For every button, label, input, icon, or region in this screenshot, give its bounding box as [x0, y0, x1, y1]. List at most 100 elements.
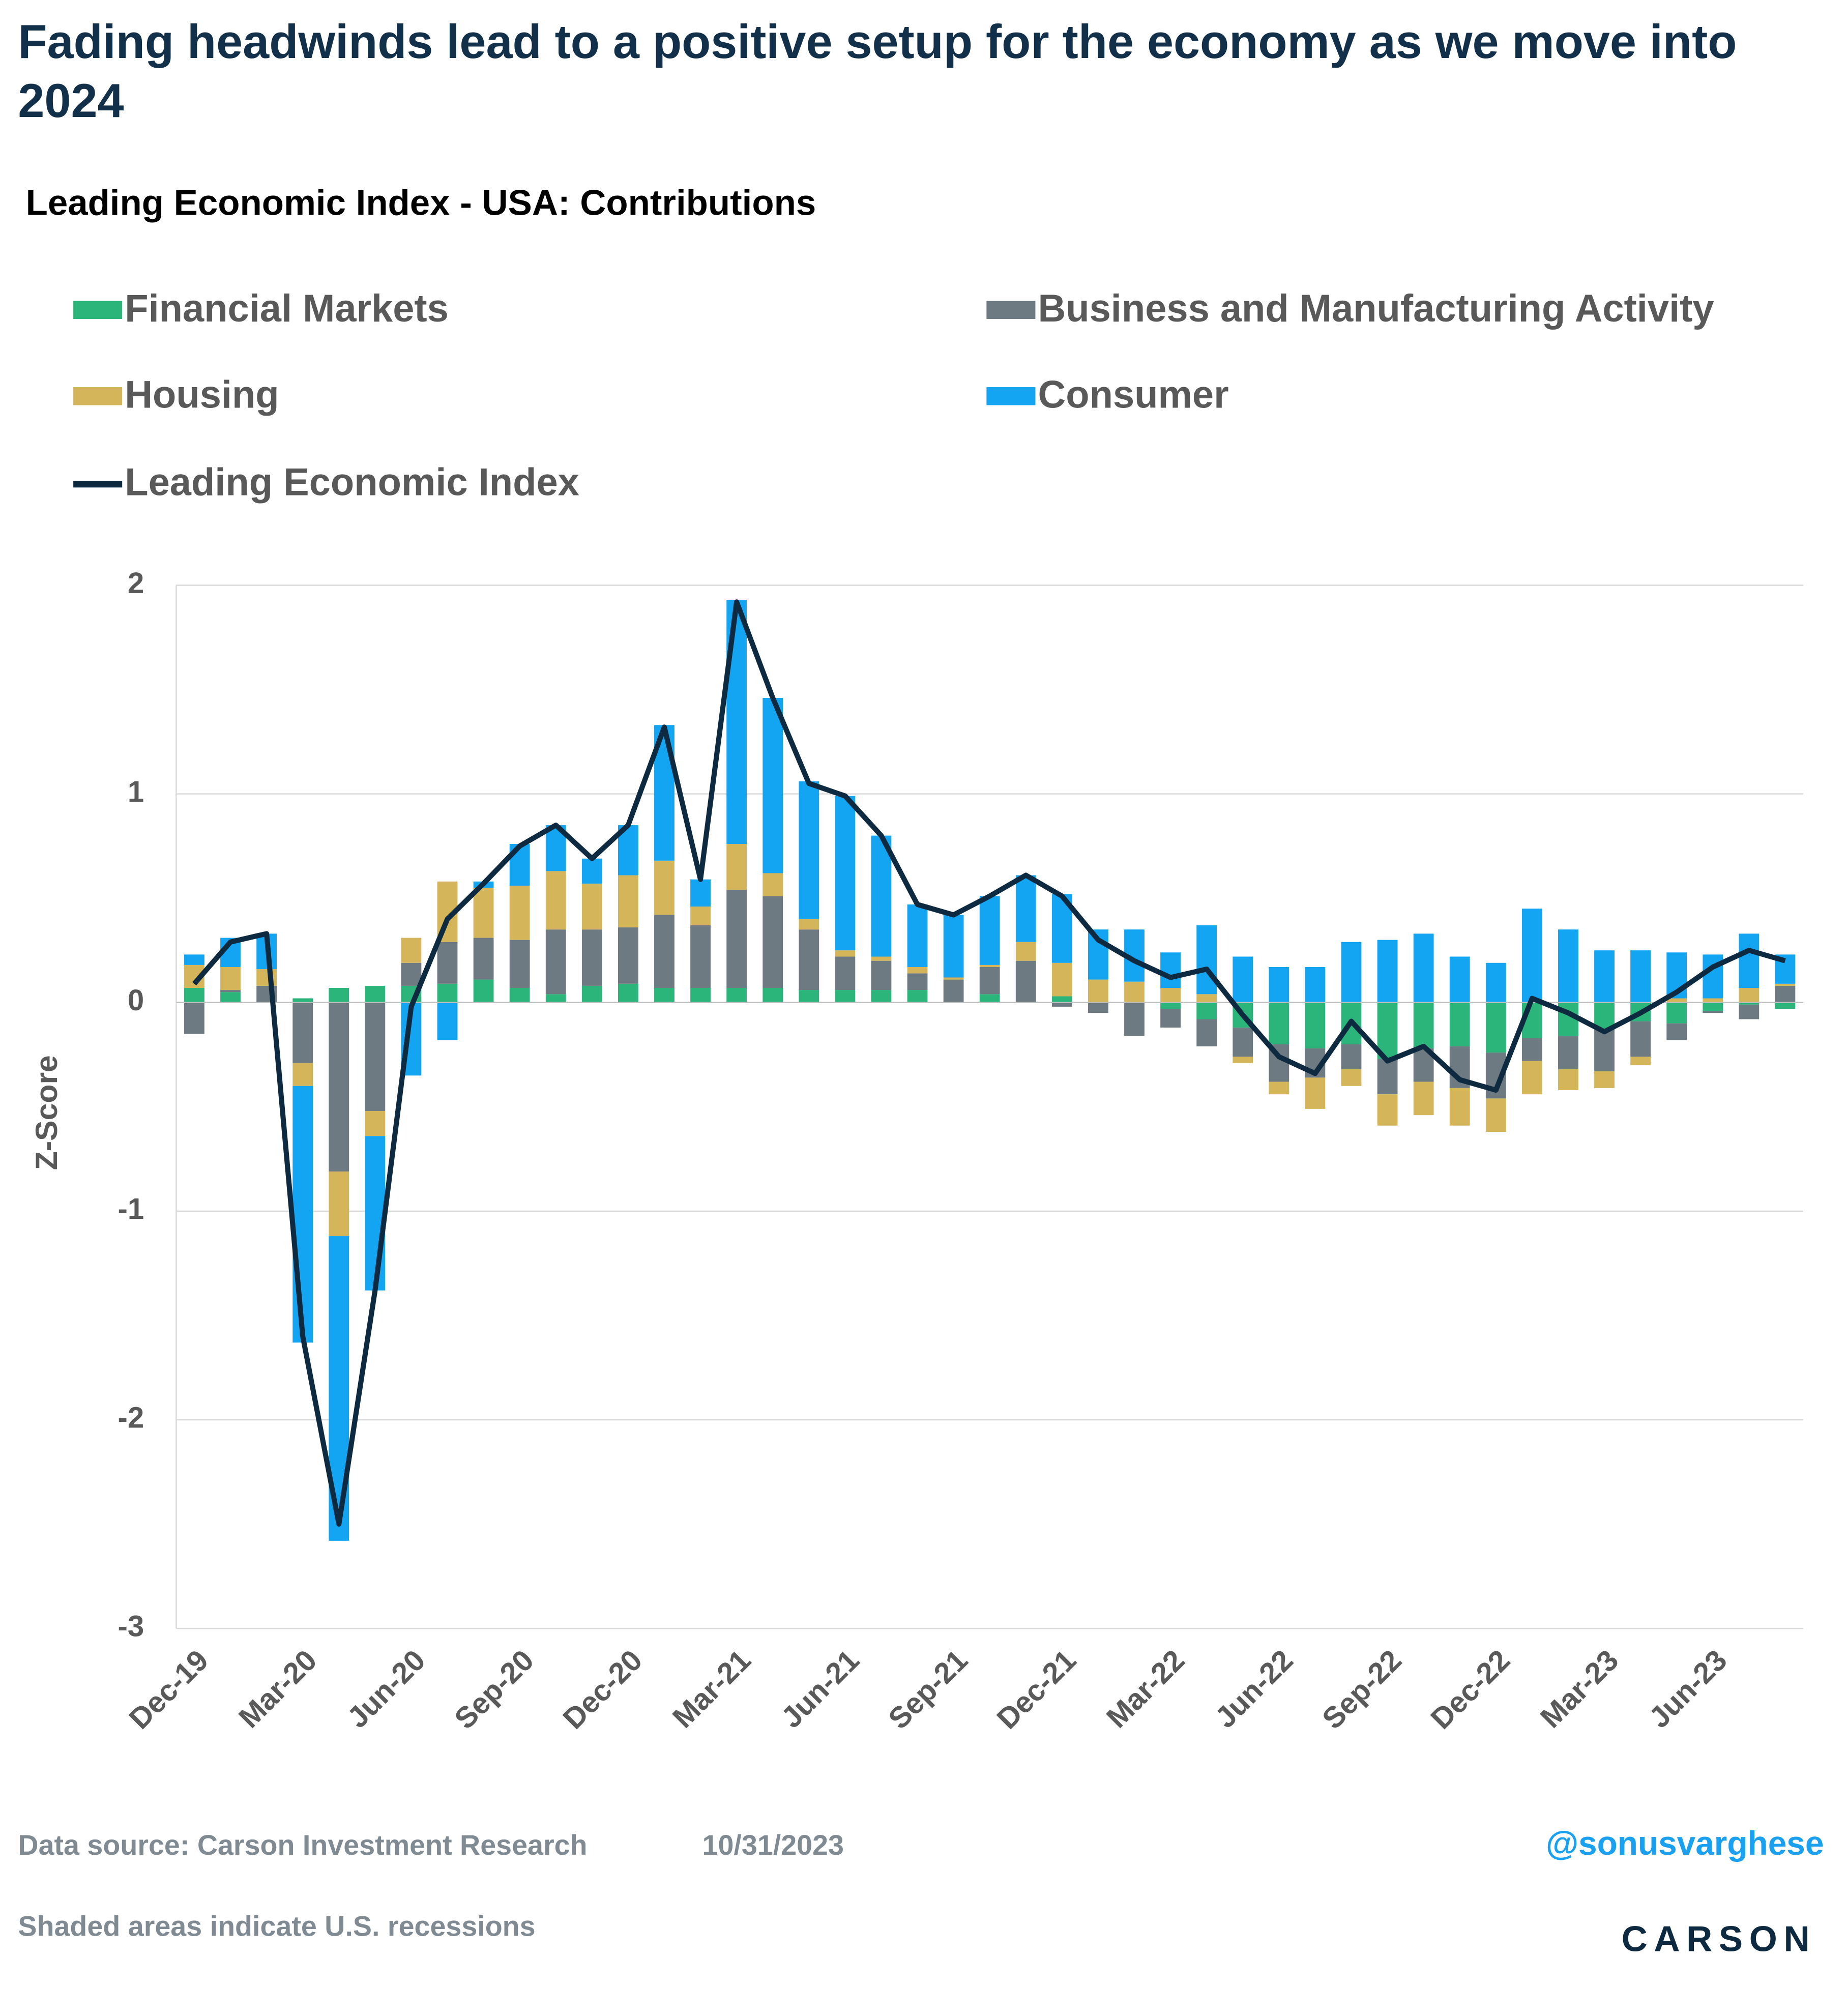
- handle: @sonusvarghese: [1545, 1824, 1824, 1863]
- bar-segment: [473, 938, 494, 980]
- legend-item: Housing: [73, 374, 279, 418]
- bar-segment: [292, 1002, 313, 1063]
- bar-segment: [979, 967, 1000, 995]
- bar-segment: [1485, 962, 1506, 1003]
- legend-item: Business and Manufacturing Activity: [986, 288, 1714, 332]
- bar-segment: [799, 919, 819, 930]
- bar-segment: [907, 973, 928, 990]
- x-tick-label: Mar-22: [1100, 1644, 1191, 1735]
- bar-segment: [1630, 1021, 1651, 1057]
- bar-segment: [979, 965, 1000, 967]
- bar-segment: [1160, 1009, 1181, 1028]
- bar-segment: [1630, 1057, 1651, 1065]
- bar-segment: [1449, 956, 1470, 1003]
- bar-segment: [1160, 988, 1181, 1003]
- bar-segment: [835, 990, 856, 1003]
- bar-segment: [871, 956, 892, 961]
- bar-segment: [907, 967, 928, 974]
- bar-segment: [1341, 942, 1362, 1003]
- bar-segment: [437, 983, 458, 1003]
- bar-segment: [1305, 967, 1326, 1003]
- bar-segment: [1233, 1057, 1253, 1063]
- bar-segment: [763, 873, 783, 896]
- bar-segment: [871, 835, 892, 957]
- bar-segment: [1485, 1098, 1506, 1132]
- chart-title: Fading headwinds lead to a positive setu…: [18, 15, 1737, 128]
- bar-segment: [1051, 996, 1072, 1003]
- bar-segment: [1124, 1002, 1145, 1036]
- bar-segment: [545, 994, 566, 1003]
- bar-segment: [581, 929, 602, 986]
- legend-swatch: [986, 387, 1036, 405]
- bar-segment: [943, 977, 964, 980]
- bar-segment: [1666, 1002, 1687, 1024]
- bar-segment: [654, 988, 675, 1003]
- bar-segment: [726, 890, 747, 988]
- bar-segment: [365, 1136, 386, 1291]
- x-tick-label: Sep-22: [1316, 1644, 1408, 1736]
- legend-label: Financial Markets: [125, 288, 449, 331]
- x-tick-label: Dec-19: [123, 1644, 215, 1736]
- bar-segment: [1160, 1002, 1181, 1009]
- bar-segment: [618, 927, 638, 984]
- bar-segment: [1196, 994, 1217, 1003]
- bar-segment: [943, 979, 964, 1003]
- y-tick-label: 0: [128, 984, 144, 1017]
- bar-segment: [690, 925, 711, 988]
- bar-segment: [1521, 1038, 1542, 1061]
- bar-segment: [763, 896, 783, 988]
- bar-segment: [545, 871, 566, 930]
- bar-segment: [979, 896, 1000, 965]
- legend-swatch: [73, 301, 123, 319]
- bar-segment: [835, 950, 856, 957]
- bar-segment: [292, 1086, 313, 1343]
- bar-segment: [1521, 1061, 1542, 1095]
- bar-segment: [220, 990, 241, 992]
- bar-segment: [1558, 1069, 1578, 1090]
- bar-segment: [1160, 952, 1181, 988]
- bar-segment: [1666, 998, 1687, 1003]
- x-tick-label: Sep-21: [882, 1644, 974, 1736]
- legend-item: Consumer: [986, 374, 1229, 418]
- y-tick-label: -3: [118, 1610, 144, 1643]
- y-tick-label: 2: [128, 567, 144, 600]
- y-tick-label: -2: [118, 1401, 144, 1434]
- bar-segment: [184, 954, 204, 965]
- bar-segment: [292, 998, 313, 1003]
- bar-segment: [1775, 983, 1796, 986]
- date: 10/31/2023: [702, 1829, 844, 1861]
- bar-segment: [726, 844, 747, 890]
- bar-segment: [329, 988, 349, 1003]
- index-line: [192, 599, 1786, 1527]
- bar-segment: [1449, 1002, 1470, 1046]
- bar-segment: [1558, 1036, 1578, 1069]
- bar-segment: [654, 915, 675, 988]
- bar-segment: [726, 988, 747, 1003]
- bar-segment: [690, 988, 711, 1003]
- bar-segment: [365, 1111, 386, 1136]
- bar-segment: [979, 994, 1000, 1003]
- bar-segment: [365, 1002, 386, 1111]
- bar-segment: [1413, 1082, 1434, 1116]
- x-tick-label: Mar-21: [666, 1644, 757, 1735]
- bar-segment: [1341, 1044, 1362, 1069]
- bar-segment: [1739, 933, 1760, 988]
- bar-segment: [1703, 1002, 1723, 1011]
- bar-segment: [799, 781, 819, 919]
- x-tick-label: Jun-22: [1209, 1644, 1299, 1734]
- bar-segment: [1015, 942, 1036, 961]
- bar-segment: [329, 1002, 349, 1172]
- bar-segment: [256, 969, 277, 986]
- bar-segment: [1269, 1082, 1289, 1095]
- source: Data source: Carson Investment Research: [18, 1829, 588, 1861]
- bar-segment: [618, 983, 638, 1003]
- legend-swatch: [73, 480, 123, 487]
- bar-segment: [1594, 1030, 1615, 1072]
- bar-segment: [1594, 950, 1615, 1003]
- bar-segment: [220, 967, 241, 990]
- bar-segment: [1124, 981, 1145, 1003]
- bar-segment: [1413, 1002, 1434, 1048]
- bar-segment: [1666, 1023, 1687, 1040]
- bar-segment: [1196, 1019, 1217, 1046]
